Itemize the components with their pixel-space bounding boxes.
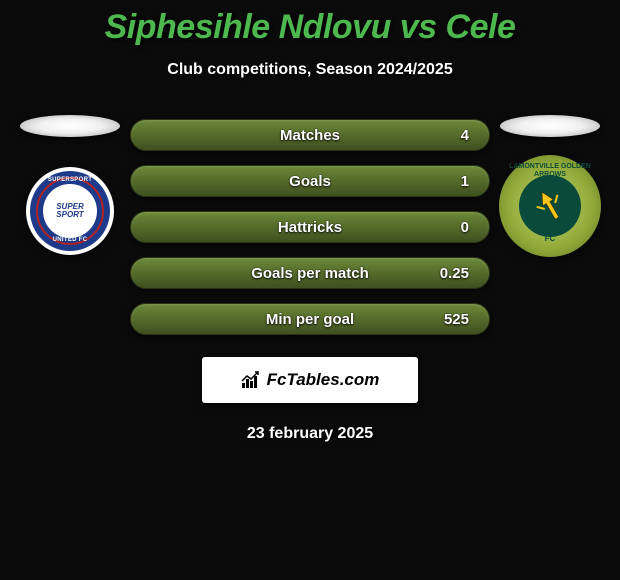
player-right-placeholder — [500, 115, 600, 137]
stat-row-min-per-goal: Min per goal 525 — [130, 303, 490, 335]
club-badge-right: LAMONTVILLE GOLDEN ARROWS FC — [499, 155, 601, 257]
branding-text: FcTables.com — [267, 370, 380, 390]
badge-left-ring: SUPERSPORT SUPER SPORT UNITED FC — [30, 171, 110, 251]
date-text: 23 february 2025 — [0, 425, 620, 443]
stat-value-right: 0 — [461, 219, 469, 236]
badge-left-bottom-text: UNITED FC — [30, 237, 110, 243]
arrow-icon — [523, 179, 578, 234]
stat-row-matches: Matches 4 — [130, 119, 490, 151]
stats-column: Matches 4 Goals 1 Hattricks 0 Goals per … — [130, 115, 490, 335]
badge-right-inner — [519, 175, 581, 237]
stat-value-right: 1 — [461, 173, 469, 190]
stat-label: Goals per match — [251, 265, 369, 282]
stat-value-right: 4 — [461, 127, 469, 144]
page-title: Siphesihle Ndlovu vs Cele — [0, 8, 620, 47]
club-badge-left: SUPERSPORT SUPER SPORT UNITED FC — [26, 167, 114, 255]
stat-row-goals: Goals 1 — [130, 165, 490, 197]
stat-label: Matches — [280, 127, 340, 144]
chart-icon — [241, 371, 263, 389]
badge-right-outer: LAMONTVILLE GOLDEN ARROWS FC — [499, 155, 601, 257]
stat-row-goals-per-match: Goals per match 0.25 — [130, 257, 490, 289]
player-right-column: LAMONTVILLE GOLDEN ARROWS FC — [490, 115, 610, 257]
badge-right-bottom-text: FC — [499, 234, 601, 243]
branding-box[interactable]: FcTables.com — [202, 357, 418, 403]
comparison-widget: Siphesihle Ndlovu vs Cele Club competiti… — [0, 0, 620, 443]
badge-left-outer: SUPERSPORT SUPER SPORT UNITED FC — [26, 167, 114, 255]
player-left-column: SUPERSPORT SUPER SPORT UNITED FC — [10, 115, 130, 255]
page-subtitle: Club competitions, Season 2024/2025 — [0, 61, 620, 79]
stat-row-hattricks: Hattricks 0 — [130, 211, 490, 243]
stat-label: Hattricks — [278, 219, 342, 236]
stat-label: Goals — [289, 173, 331, 190]
stat-value-right: 525 — [444, 311, 469, 328]
badge-left-top-text: SUPERSPORT — [30, 177, 110, 183]
content-row: SUPERSPORT SUPER SPORT UNITED FC Matches… — [0, 115, 620, 335]
player-left-placeholder — [20, 115, 120, 137]
badge-left-inner-text: SUPER SPORT — [43, 184, 97, 238]
stat-value-right: 0.25 — [440, 265, 469, 282]
stat-label: Min per goal — [266, 311, 354, 328]
